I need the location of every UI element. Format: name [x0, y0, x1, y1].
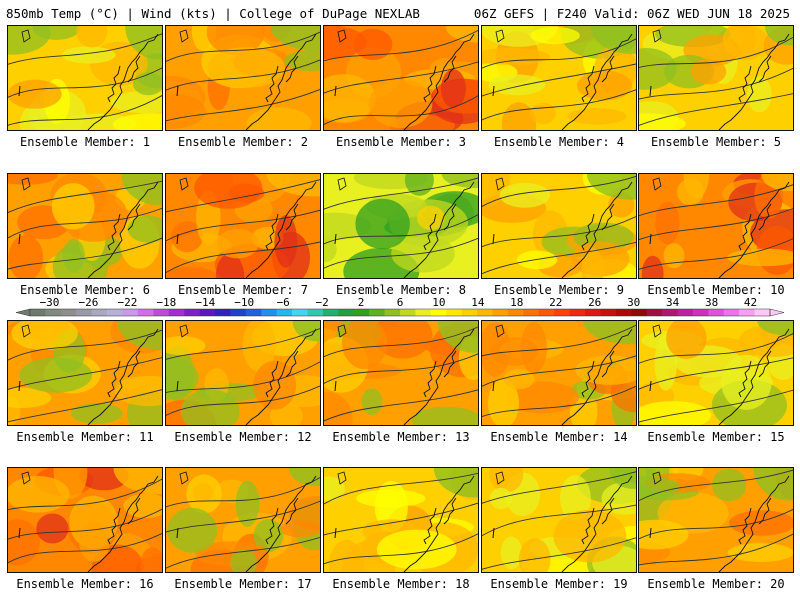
- ensemble-member-map: [638, 173, 794, 279]
- ensemble-member-map: [481, 25, 637, 131]
- ensemble-member-map: [165, 173, 321, 279]
- ensemble-member-label: Ensemble Member: 14: [490, 430, 628, 444]
- ensemble-member-label: Ensemble Member: 17: [174, 577, 312, 591]
- colorbar-tick-label: −18: [156, 296, 177, 309]
- ensemble-member-label: Ensemble Member: 8: [335, 283, 467, 297]
- ensemble-member-label: Ensemble Member: 10: [647, 283, 785, 297]
- colorbar-tick-label: 6: [396, 296, 404, 309]
- colorbar-tick-label: 14: [471, 296, 485, 309]
- colorbar-tick-label: 18: [510, 296, 524, 309]
- colorbar-labels: −30 −26 −22 −18 −14 −10 −6 −2 2 6 10 14 18 22 26 30 34 38…: [0, 296, 800, 309]
- colorbar-tick-label: 34: [665, 296, 680, 309]
- ensemble-member-map: [481, 173, 637, 279]
- ensemble-member-map: [7, 25, 163, 131]
- ensemble-member-label: Ensemble Member: 2: [177, 135, 309, 149]
- ensemble-member-map: [323, 25, 479, 131]
- ensemble-member-map: [323, 320, 479, 426]
- ensemble-member-label: Ensemble Member: 12: [174, 430, 312, 444]
- temperature-colorbar: [15, 308, 785, 317]
- ensemble-member-map: [7, 173, 163, 279]
- ensemble-member-map: [638, 320, 794, 426]
- header-right-title: 06Z GEFS | F240 Valid: 06Z WED JUN 18 20…: [473, 6, 790, 21]
- ensemble-member-label: Ensemble Member: 18: [332, 577, 470, 591]
- ensemble-member-label: Ensemble Member: 4: [493, 135, 625, 149]
- ensemble-member-label: Ensemble Member: 9: [493, 283, 625, 297]
- ensemble-member-label: Ensemble Member: 13: [332, 430, 470, 444]
- colorbar-tick-label: 38: [704, 296, 719, 309]
- ensemble-member-label: Ensemble Member: 20: [647, 577, 785, 591]
- ensemble-member-map: [638, 467, 794, 573]
- ensemble-member-map: [638, 25, 794, 131]
- ensemble-member-label: Ensemble Member: 19: [490, 577, 628, 591]
- colorbar-tick-label: −30: [39, 296, 60, 309]
- colorbar-tick-label: −22: [117, 296, 138, 309]
- ensemble-member-map: [165, 467, 321, 573]
- ensemble-member-label: Ensemble Member: 15: [647, 430, 785, 444]
- ensemble-member-label: Ensemble Member: 6: [19, 283, 151, 297]
- ensemble-member-map: [481, 467, 637, 573]
- ensemble-member-map: [481, 320, 637, 426]
- colorbar-tick-label: −2: [315, 296, 329, 309]
- ensemble-member-label: Ensemble Member: 11: [16, 430, 154, 444]
- colorbar-tick-label: −14: [195, 296, 216, 309]
- ensemble-member-map: [323, 173, 479, 279]
- colorbar-tick-label: 10: [432, 296, 446, 309]
- ensemble-member-label: Ensemble Member: 1: [19, 135, 151, 149]
- ensemble-member-label: Ensemble Member: 3: [335, 135, 467, 149]
- colorbar-tick-label: −10: [234, 296, 255, 309]
- colorbar-tick-label: 26: [588, 296, 602, 309]
- colorbar-tick-label: 42: [743, 296, 758, 309]
- ensemble-member-map: [165, 25, 321, 131]
- ensemble-member-map: [7, 467, 163, 573]
- colorbar-tick-label: −26: [78, 296, 99, 309]
- ensemble-member-label: Ensemble Member: 7: [177, 283, 309, 297]
- ensemble-member-map: [7, 320, 163, 426]
- colorbar-tick-label: 2: [357, 296, 365, 309]
- header-left-title: 850mb Temp (°C) | Wind (kts) | College o…: [6, 6, 420, 21]
- colorbar-tick-label: 22: [549, 296, 563, 309]
- ensemble-member-label: Ensemble Member: 5: [650, 135, 782, 149]
- ensemble-member-map: [165, 320, 321, 426]
- colorbar-tick-label: −6: [276, 296, 290, 309]
- colorbar-tick-label: 30: [627, 296, 641, 309]
- ensemble-member-label: Ensemble Member: 16: [16, 577, 154, 591]
- ensemble-member-map: [323, 467, 479, 573]
